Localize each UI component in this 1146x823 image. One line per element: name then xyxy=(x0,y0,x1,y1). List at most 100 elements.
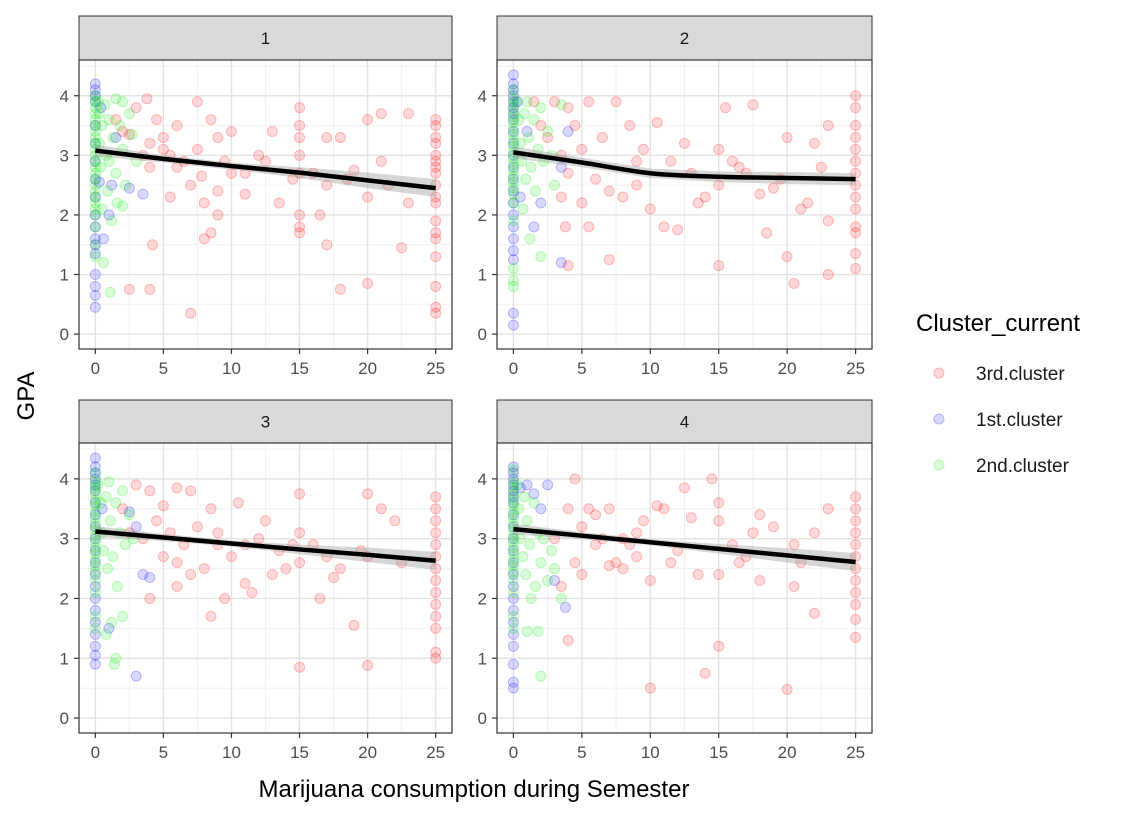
data-point-3rd-cluster xyxy=(733,557,745,569)
data-point-3rd-cluster xyxy=(815,161,827,173)
legend-label: 1st.cluster xyxy=(976,410,1063,431)
data-point-2nd-cluster xyxy=(535,102,547,114)
data-point-3rd-cluster xyxy=(294,488,306,500)
data-point-3rd-cluster xyxy=(164,191,176,203)
data-point-3rd-cluster xyxy=(253,149,265,161)
data-point-1st-cluster xyxy=(130,670,142,682)
data-point-3rd-cluster xyxy=(603,560,615,572)
data-point-2nd-cluster xyxy=(110,167,122,179)
data-point-3rd-cluster xyxy=(348,619,360,631)
data-point-3rd-cluster xyxy=(239,188,251,200)
data-point-3rd-cluster xyxy=(294,221,306,233)
data-point-2nd-cluster xyxy=(89,622,101,634)
data-point-3rd-cluster xyxy=(348,164,360,176)
data-point-1st-cluster xyxy=(89,640,101,652)
data-point-3rd-cluster xyxy=(294,227,306,239)
data-point-1st-cluster xyxy=(89,90,101,102)
data-point-2nd-cluster xyxy=(111,197,123,209)
data-point-2nd-cluster xyxy=(92,96,104,108)
data-point-3rd-cluster xyxy=(651,117,663,129)
data-point-3rd-cluster xyxy=(171,557,183,569)
data-point-3rd-cluster xyxy=(294,209,306,221)
x-tick-label: 5 xyxy=(577,743,586,762)
trend-line xyxy=(513,526,856,565)
data-point-3rd-cluster xyxy=(665,155,677,167)
data-point-2nd-cluster xyxy=(507,215,519,227)
data-point-3rd-cluster xyxy=(850,263,862,275)
data-point-1st-cluster xyxy=(507,245,519,257)
data-point-3rd-cluster xyxy=(294,131,306,143)
data-point-3rd-cluster xyxy=(430,167,442,179)
data-point-1st-cluster xyxy=(89,604,101,616)
data-point-2nd-cluster xyxy=(110,497,122,509)
data-point-2nd-cluster xyxy=(123,509,135,521)
data-point-2nd-cluster xyxy=(89,251,101,263)
data-point-3rd-cluster xyxy=(603,254,615,266)
data-point-2nd-cluster xyxy=(507,99,519,111)
data-point-3rd-cluster xyxy=(562,634,574,646)
data-point-1st-cluster xyxy=(507,319,519,331)
data-point-2nd-cluster xyxy=(103,114,115,126)
legend-label: 2nd.cluster xyxy=(976,456,1070,477)
data-point-2nd-cluster xyxy=(106,616,118,628)
data-point-3rd-cluster xyxy=(212,527,224,539)
data-point-2nd-cluster xyxy=(119,179,131,191)
data-point-2nd-cluster xyxy=(507,586,519,598)
data-point-1st-cluster xyxy=(507,533,519,545)
data-point-3rd-cluster xyxy=(151,114,163,126)
data-point-3rd-cluster xyxy=(205,227,217,239)
data-point-2nd-cluster xyxy=(507,158,519,170)
data-point-1st-cluster xyxy=(89,301,101,313)
data-point-2nd-cluster xyxy=(102,563,114,575)
data-point-2nd-cluster xyxy=(89,610,101,622)
data-point-2nd-cluster xyxy=(117,200,129,212)
data-point-1st-cluster xyxy=(507,509,519,521)
data-point-3rd-cluster xyxy=(713,143,725,155)
data-point-2nd-cluster xyxy=(95,497,107,509)
data-point-3rd-cluster xyxy=(334,131,346,143)
data-point-2nd-cluster xyxy=(93,108,105,120)
data-point-2nd-cluster xyxy=(117,485,129,497)
data-point-3rd-cluster xyxy=(631,179,643,191)
data-point-1st-cluster xyxy=(507,569,519,581)
data-point-3rd-cluster xyxy=(685,512,697,524)
data-point-3rd-cluster xyxy=(273,197,285,209)
data-point-1st-cluster xyxy=(507,473,519,485)
facet-panel-3: 3 0 5 10 15 20 25 0 1 2 3 4 xyxy=(60,399,453,762)
data-point-3rd-cluster xyxy=(402,108,414,120)
y-tick-label: 4 xyxy=(60,470,69,489)
data-point-3rd-cluster xyxy=(430,563,442,575)
data-point-1st-cluster xyxy=(507,676,519,688)
data-point-3rd-cluster xyxy=(713,179,725,191)
data-point-1st-cluster xyxy=(89,628,101,640)
data-point-3rd-cluster xyxy=(706,473,718,485)
data-point-3rd-cluster xyxy=(430,301,442,313)
data-point-2nd-cluster xyxy=(107,131,119,143)
data-point-1st-cluster xyxy=(507,581,519,593)
data-point-3rd-cluster xyxy=(809,527,821,539)
data-point-2nd-cluster xyxy=(524,233,536,245)
data-point-1st-cluster xyxy=(562,126,574,138)
data-point-1st-cluster xyxy=(507,102,519,114)
data-point-1st-cluster xyxy=(512,96,524,108)
data-point-3rd-cluster xyxy=(850,221,862,233)
data-point-2nd-cluster xyxy=(507,500,519,512)
data-point-2nd-cluster xyxy=(104,286,116,298)
data-point-2nd-cluster xyxy=(89,586,101,598)
data-point-2nd-cluster xyxy=(89,575,101,587)
data-point-3rd-cluster xyxy=(321,179,333,191)
data-point-2nd-cluster xyxy=(522,131,534,143)
data-point-3rd-cluster xyxy=(362,277,374,289)
data-point-3rd-cluster xyxy=(542,131,554,143)
data-point-3rd-cluster xyxy=(850,563,862,575)
y-tick-label: 4 xyxy=(478,87,487,106)
data-point-2nd-cluster xyxy=(521,515,533,527)
data-point-3rd-cluster xyxy=(430,149,442,161)
data-point-3rd-cluster xyxy=(699,667,711,679)
data-point-3rd-cluster xyxy=(260,155,271,167)
data-point-3rd-cluster xyxy=(692,197,704,209)
data-point-2nd-cluster xyxy=(89,488,101,500)
data-point-3rd-cluster xyxy=(430,575,442,587)
data-point-2nd-cluster xyxy=(546,545,558,557)
data-point-1st-cluster xyxy=(89,239,101,251)
